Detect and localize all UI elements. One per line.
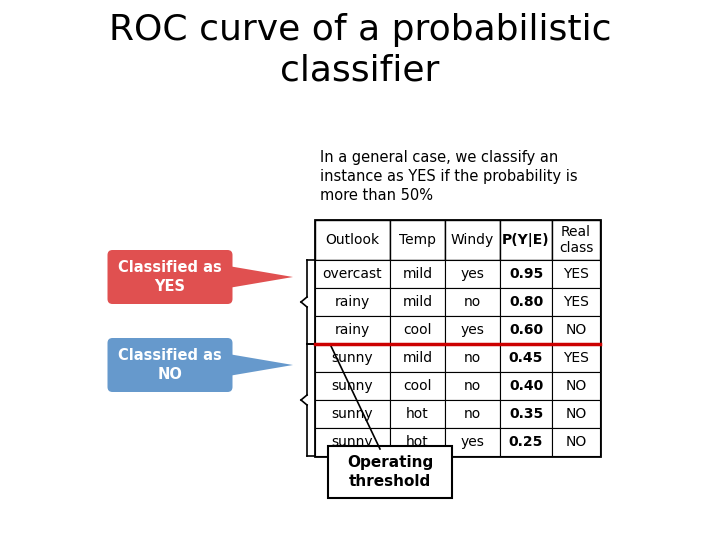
Bar: [445, 220, 500, 260]
Text: 0.25: 0.25: [509, 435, 543, 449]
Bar: [500, 316, 552, 344]
Text: no: no: [464, 295, 481, 309]
Text: yes: yes: [461, 435, 485, 449]
Text: hot: hot: [406, 407, 429, 421]
Text: YES: YES: [563, 267, 589, 281]
Text: yes: yes: [461, 267, 485, 281]
Bar: [552, 400, 600, 428]
FancyBboxPatch shape: [328, 446, 452, 498]
Text: yes: yes: [461, 323, 485, 337]
Text: mild: mild: [402, 351, 433, 365]
Bar: [552, 316, 600, 344]
Text: cool: cool: [403, 323, 432, 337]
Bar: [390, 316, 445, 344]
Bar: [315, 288, 390, 316]
Bar: [500, 260, 552, 288]
Bar: [315, 372, 390, 400]
Bar: [390, 288, 445, 316]
Polygon shape: [222, 265, 293, 289]
FancyBboxPatch shape: [107, 338, 233, 392]
Bar: [315, 316, 390, 344]
Bar: [315, 260, 390, 288]
Bar: [500, 372, 552, 400]
Text: NO: NO: [565, 435, 587, 449]
Text: Temp: Temp: [399, 233, 436, 247]
Bar: [445, 372, 500, 400]
Bar: [390, 260, 445, 288]
Bar: [500, 400, 552, 428]
Bar: [315, 220, 390, 260]
Text: In a general case, we classify an
instance as YES if the probability is
more tha: In a general case, we classify an instan…: [320, 150, 577, 204]
Text: sunny: sunny: [332, 379, 373, 393]
Bar: [390, 400, 445, 428]
Bar: [500, 428, 552, 456]
Bar: [315, 220, 600, 456]
Bar: [390, 428, 445, 456]
Bar: [445, 400, 500, 428]
Bar: [552, 220, 600, 260]
Text: NO: NO: [565, 323, 587, 337]
Bar: [445, 428, 500, 456]
Text: sunny: sunny: [332, 351, 373, 365]
Bar: [500, 220, 552, 260]
Bar: [445, 260, 500, 288]
Bar: [445, 344, 500, 372]
Text: sunny: sunny: [332, 407, 373, 421]
Bar: [500, 344, 552, 372]
Bar: [390, 344, 445, 372]
Text: Operating
threshold: Operating threshold: [347, 455, 433, 489]
Text: NO: NO: [565, 407, 587, 421]
Text: no: no: [464, 407, 481, 421]
Bar: [390, 220, 445, 260]
Text: 0.45: 0.45: [509, 351, 543, 365]
Bar: [500, 288, 552, 316]
Text: 0.80: 0.80: [509, 295, 543, 309]
Text: Windy: Windy: [451, 233, 494, 247]
Text: rainy: rainy: [335, 323, 370, 337]
Bar: [552, 428, 600, 456]
Text: mild: mild: [402, 295, 433, 309]
Bar: [315, 428, 390, 456]
Text: sunny: sunny: [332, 435, 373, 449]
Text: YES: YES: [563, 351, 589, 365]
Text: hot: hot: [406, 435, 429, 449]
Text: Outlook: Outlook: [325, 233, 379, 247]
FancyBboxPatch shape: [107, 250, 233, 304]
Text: NO: NO: [565, 379, 587, 393]
Text: cool: cool: [403, 379, 432, 393]
Text: 0.95: 0.95: [509, 267, 543, 281]
Text: YES: YES: [563, 295, 589, 309]
Bar: [315, 344, 390, 372]
Text: ROC curve of a probabilistic
classifier: ROC curve of a probabilistic classifier: [109, 13, 611, 87]
Text: no: no: [464, 351, 481, 365]
Bar: [552, 344, 600, 372]
Text: Real
class: Real class: [559, 225, 593, 255]
Text: P(Y|E): P(Y|E): [502, 233, 550, 247]
Text: 0.40: 0.40: [509, 379, 543, 393]
Text: Classified as
YES: Classified as YES: [118, 260, 222, 294]
Bar: [390, 372, 445, 400]
Bar: [445, 288, 500, 316]
Bar: [552, 260, 600, 288]
Text: no: no: [464, 379, 481, 393]
Text: 0.35: 0.35: [509, 407, 543, 421]
Text: 0.60: 0.60: [509, 323, 543, 337]
Bar: [445, 316, 500, 344]
Polygon shape: [222, 353, 293, 377]
Bar: [315, 400, 390, 428]
Bar: [552, 288, 600, 316]
Text: Classified as
NO: Classified as NO: [118, 348, 222, 382]
Bar: [552, 372, 600, 400]
Text: overcast: overcast: [323, 267, 382, 281]
Text: mild: mild: [402, 267, 433, 281]
Text: rainy: rainy: [335, 295, 370, 309]
